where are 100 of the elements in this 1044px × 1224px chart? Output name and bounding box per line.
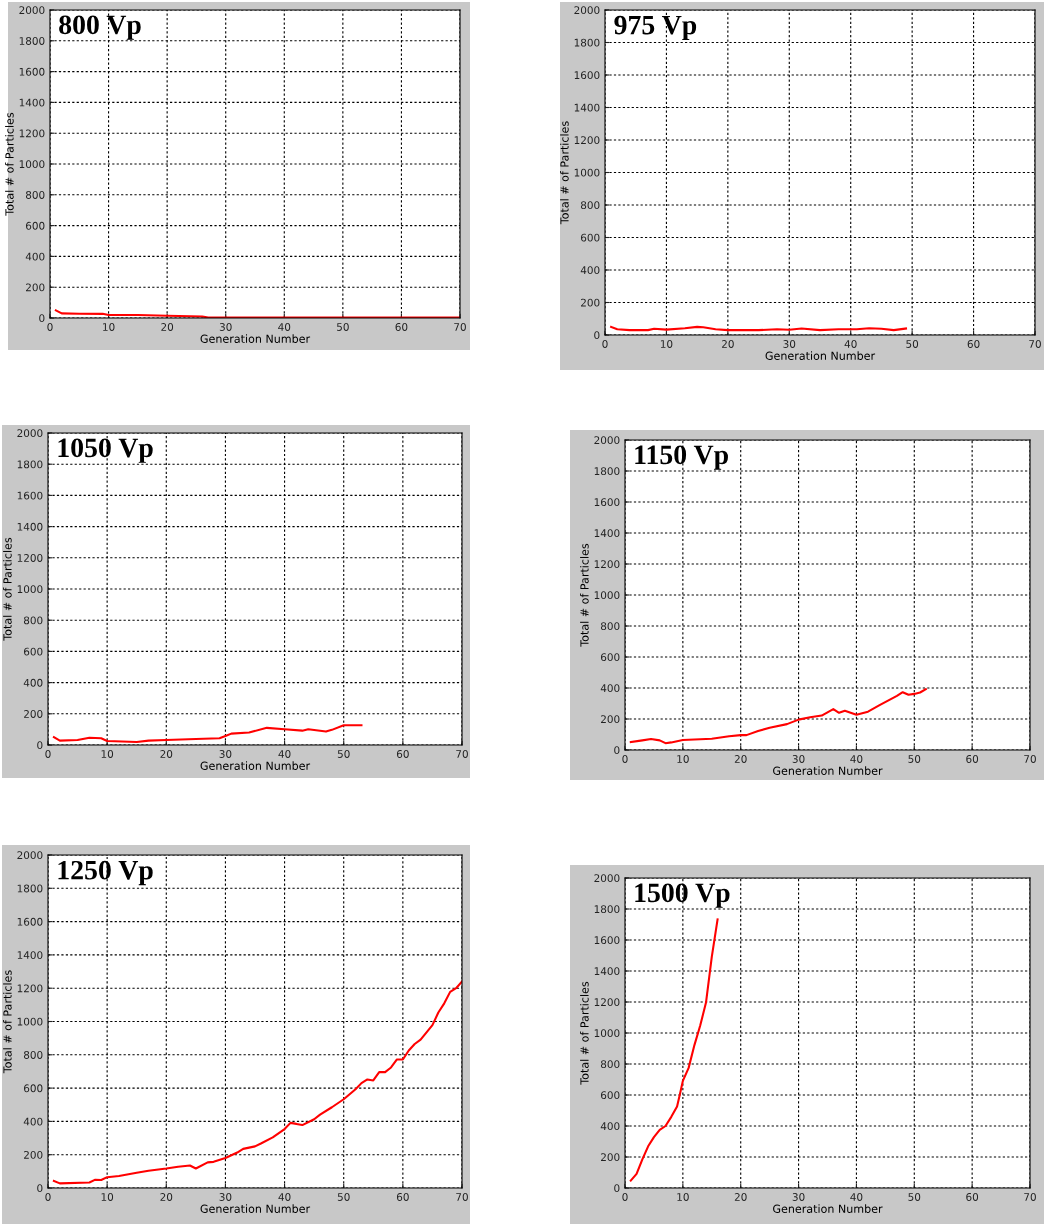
y-tick-label: 1000: [574, 168, 600, 177]
x-axis-title: Generation Number: [765, 351, 876, 360]
x-tick-label: 10: [101, 750, 114, 758]
y-tick-label: 0: [37, 741, 43, 750]
y-tick-label: 800: [600, 1060, 620, 1069]
y-tick-label: 400: [25, 252, 45, 261]
chart-title: 800 Vp: [59, 15, 141, 40]
y-tick-label: 2000: [594, 436, 620, 445]
y-tick-label: 800: [600, 622, 620, 631]
x-tick-label: 40: [278, 750, 291, 758]
x-tick-label: 30: [783, 340, 796, 348]
y-tick-label: 1200: [594, 560, 620, 569]
y-tick-label: 600: [600, 1091, 620, 1100]
x-tick-label: 30: [792, 1193, 805, 1201]
x-tick-label: 40: [850, 1193, 863, 1201]
x-tick-label: 10: [677, 755, 689, 763]
x-tick-label: 30: [219, 1193, 232, 1201]
y-tick-label: 200: [26, 283, 45, 292]
x-tick-label: 50: [908, 1193, 921, 1201]
y-tick-label: 1000: [19, 160, 45, 169]
y-tick-label: 400: [23, 678, 43, 687]
x-tick-label: 20: [160, 750, 173, 758]
y-tick-label: 200: [601, 1153, 620, 1162]
y-tick-label: 0: [39, 314, 45, 323]
x-tick-label: 60: [396, 750, 409, 758]
x-axis-title: Generation Number: [200, 761, 311, 770]
x-tick-label: 20: [160, 1193, 173, 1201]
y-axis-title: Total # of Particles: [580, 543, 589, 647]
x-tick-label: 50: [908, 755, 921, 763]
x-tick-label: 30: [219, 750, 232, 758]
x-tick-label: 10: [103, 323, 115, 331]
y-axis-title: Total # of Particles: [560, 121, 569, 225]
y-tick-label: 200: [601, 715, 620, 724]
y-tick-label: 1800: [19, 37, 45, 45]
y-tick-label: 1200: [594, 998, 620, 1007]
x-tick-label: 70: [1029, 340, 1041, 348]
y-tick-label: 800: [25, 191, 45, 199]
y-tick-label: 1400: [17, 522, 43, 531]
chart-title: 1500 Vp: [635, 883, 730, 908]
x-tick-label: 20: [734, 755, 747, 763]
y-tick-label: 200: [24, 1150, 43, 1159]
y-tick-label: 1000: [594, 591, 620, 600]
y-tick-label: 1200: [19, 129, 45, 138]
x-tick-label: 60: [966, 1193, 979, 1201]
y-tick-label: 1600: [19, 67, 45, 76]
x-axis-title: Generation Number: [773, 766, 883, 775]
y-tick-label: 1800: [594, 467, 620, 476]
x-axis-title: Generation Number: [773, 1204, 883, 1213]
y-tick-label: 1600: [574, 71, 600, 80]
y-tick-label: 1200: [17, 554, 43, 562]
chart-title: 1150 Vp: [635, 445, 728, 470]
y-tick-label: 1200: [574, 136, 600, 145]
x-tick-label: 20: [734, 1193, 747, 1201]
x-tick-label: 60: [395, 323, 408, 331]
x-tick-label: 50: [337, 750, 350, 758]
x-tick-label: 50: [337, 1193, 350, 1201]
x-tick-label: 10: [101, 1193, 114, 1201]
y-tick-label: 1600: [594, 498, 620, 507]
y-tick-label: 1800: [574, 38, 600, 47]
y-tick-label: 600: [580, 233, 600, 242]
y-tick-label: 400: [600, 684, 620, 693]
x-tick-label: 10: [660, 340, 673, 348]
y-tick-label: 1600: [594, 936, 620, 945]
x-axis-title: Generation Number: [200, 334, 311, 343]
y-axis-title: Total # of Particles: [3, 537, 12, 641]
chart-title: 1050 Vp: [58, 438, 153, 463]
y-tick-label: 0: [37, 1184, 43, 1193]
x-tick-label: 60: [967, 340, 980, 348]
y-tick-label: 800: [23, 616, 43, 625]
y-tick-label: 1400: [574, 103, 600, 112]
y-tick-label: 600: [25, 221, 45, 230]
x-tick-label: 20: [161, 323, 174, 331]
y-tick-label: 1400: [594, 967, 620, 976]
x-tick-label: 70: [1024, 755, 1036, 763]
y-tick-label: 2000: [17, 429, 43, 438]
x-tick-label: 20: [721, 340, 734, 348]
y-tick-label: 1200: [17, 984, 43, 993]
x-tick-label: 30: [792, 755, 805, 763]
y-tick-label: 1400: [594, 529, 620, 538]
x-tick-label: 70: [1024, 1193, 1036, 1201]
y-tick-label: 1000: [17, 585, 43, 594]
y-tick-label: 2000: [19, 6, 45, 15]
y-tick-label: 400: [600, 1122, 620, 1131]
y-tick-label: 0: [594, 331, 600, 340]
y-tick-label: 400: [580, 266, 600, 275]
y-tick-label: 1600: [17, 491, 43, 500]
x-tick-label: 10: [677, 1193, 689, 1201]
chart-title: 1250 Vp: [58, 860, 153, 886]
x-tick-label: 40: [278, 1193, 291, 1201]
y-axis-title: Total # of Particles: [580, 981, 589, 1085]
x-tick-label: 40: [278, 323, 291, 331]
y-tick-label: 600: [23, 647, 43, 656]
y-tick-label: 1600: [17, 917, 43, 926]
x-tick-label: 50: [906, 340, 919, 348]
y-axis-title: Total # of Particles: [3, 970, 12, 1074]
y-tick-label: 1400: [17, 951, 43, 960]
x-tick-label: 0: [622, 755, 628, 763]
y-tick-label: 800: [580, 201, 600, 210]
y-tick-label: 800: [23, 1051, 43, 1059]
x-tick-label: 60: [966, 755, 979, 763]
